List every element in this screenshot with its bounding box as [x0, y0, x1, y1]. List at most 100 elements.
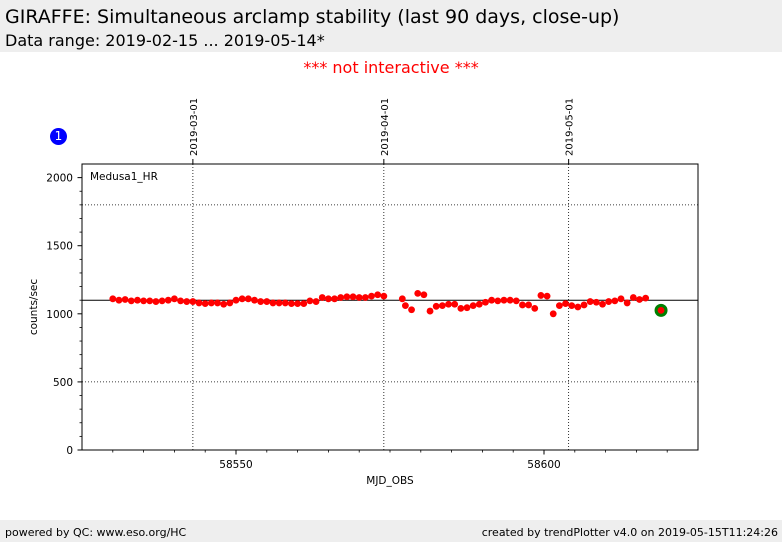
- data-point: [463, 304, 471, 312]
- data-point: [617, 295, 625, 303]
- data-point: [121, 296, 129, 303]
- latest-data-point: [657, 307, 665, 314]
- data-point: [288, 300, 295, 307]
- data-point: [300, 300, 308, 307]
- not-interactive-notice: *** not interactive ***: [303, 58, 479, 77]
- data-point: [226, 299, 234, 307]
- data-point: [568, 302, 576, 310]
- y-axis-label: counts/sec: [28, 279, 40, 336]
- data-point: [543, 292, 551, 300]
- data-point: [506, 296, 514, 304]
- data-point: [531, 304, 539, 312]
- data-point: [281, 299, 289, 307]
- plot-number-badge: 1: [50, 128, 67, 145]
- x-tick-label: 58600: [527, 459, 560, 471]
- data-point: [408, 306, 415, 314]
- data-point: [374, 291, 382, 299]
- date-marker-label: 2019-05-01: [565, 98, 576, 156]
- date-marker-label: 2019-03-01: [189, 98, 200, 156]
- data-point: [599, 300, 606, 308]
- data-point: [629, 294, 637, 301]
- data-point: [549, 310, 557, 318]
- data-point: [318, 294, 326, 301]
- data-point: [146, 297, 154, 305]
- data-point: [269, 299, 277, 307]
- date-marker-label: 2019-04-01: [380, 98, 391, 156]
- data-point: [457, 304, 465, 312]
- data-point: [642, 294, 650, 302]
- data-point: [469, 302, 477, 310]
- data-point: [355, 294, 363, 301]
- data-point: [537, 292, 545, 299]
- data-point: [592, 298, 600, 306]
- data-point: [158, 297, 166, 305]
- x-axis-label: MJD_OBS: [366, 475, 414, 487]
- data-point: [331, 295, 338, 303]
- data-point: [432, 302, 440, 310]
- data-point: [115, 296, 123, 304]
- data-point: [580, 301, 588, 309]
- data-point: [361, 294, 369, 301]
- data-point: [294, 300, 301, 307]
- data-point: [398, 295, 406, 303]
- y-tick-label: 0: [66, 445, 73, 457]
- data-point: [494, 297, 502, 305]
- data-point: [611, 297, 619, 305]
- header-bar: GIRAFFE: Simultaneous arclamp stability …: [0, 0, 782, 52]
- page-title: GIRAFFE: Simultaneous arclamp stability …: [5, 6, 620, 28]
- data-point: [574, 303, 582, 311]
- footer-powered-by: powered by QC: www.eso.org/HC: [5, 526, 187, 539]
- data-point: [251, 296, 258, 304]
- data-point: [605, 298, 613, 305]
- data-point: [325, 295, 332, 303]
- data-point: [207, 299, 215, 307]
- data-point: [420, 291, 428, 299]
- data-point: [426, 307, 434, 315]
- y-tick-label: 1500: [46, 241, 73, 253]
- data-point: [201, 300, 209, 307]
- data-point: [164, 296, 172, 304]
- data-point: [306, 297, 314, 305]
- footer-created-by: created by trendPlotter v4.0 on 2019-05-…: [481, 526, 778, 539]
- data-point: [380, 292, 388, 300]
- panel-label: Medusa1_HR: [90, 171, 158, 183]
- data-point: [134, 296, 141, 304]
- y-tick-label: 2000: [46, 173, 73, 185]
- data-point: [562, 300, 569, 307]
- data-point: [244, 295, 252, 303]
- data-point: [525, 301, 532, 309]
- data-point: [402, 302, 409, 310]
- data-point: [586, 298, 594, 305]
- footer-bar: powered by QC: www.eso.org/HC created by…: [0, 520, 782, 542]
- data-point: [349, 293, 357, 301]
- data-point: [238, 295, 246, 303]
- data-point: [127, 297, 135, 305]
- data-point: [482, 298, 489, 306]
- data-point: [171, 295, 178, 303]
- data-point: [152, 298, 160, 305]
- plot-frame: [81, 163, 699, 451]
- data-point: [257, 298, 265, 305]
- data-point: [500, 296, 508, 304]
- data-point: [140, 297, 148, 305]
- data-point: [636, 296, 643, 303]
- data-point: [195, 299, 203, 307]
- data-point: [414, 289, 422, 297]
- data-point: [512, 297, 520, 305]
- data-point: [623, 299, 631, 307]
- data-point: [232, 296, 240, 304]
- y-tick-label: 500: [53, 377, 73, 389]
- data-point: [475, 300, 483, 308]
- data-point: [263, 298, 271, 305]
- x-tick-label: 58550: [219, 459, 252, 471]
- data-point: [189, 298, 197, 305]
- data-point: [556, 302, 563, 310]
- data-point: [451, 300, 459, 308]
- data-point: [488, 296, 496, 304]
- data-point: [438, 302, 446, 310]
- data-point: [183, 298, 191, 305]
- data-point: [343, 293, 351, 301]
- data-point: [220, 300, 228, 308]
- data-point: [519, 301, 526, 309]
